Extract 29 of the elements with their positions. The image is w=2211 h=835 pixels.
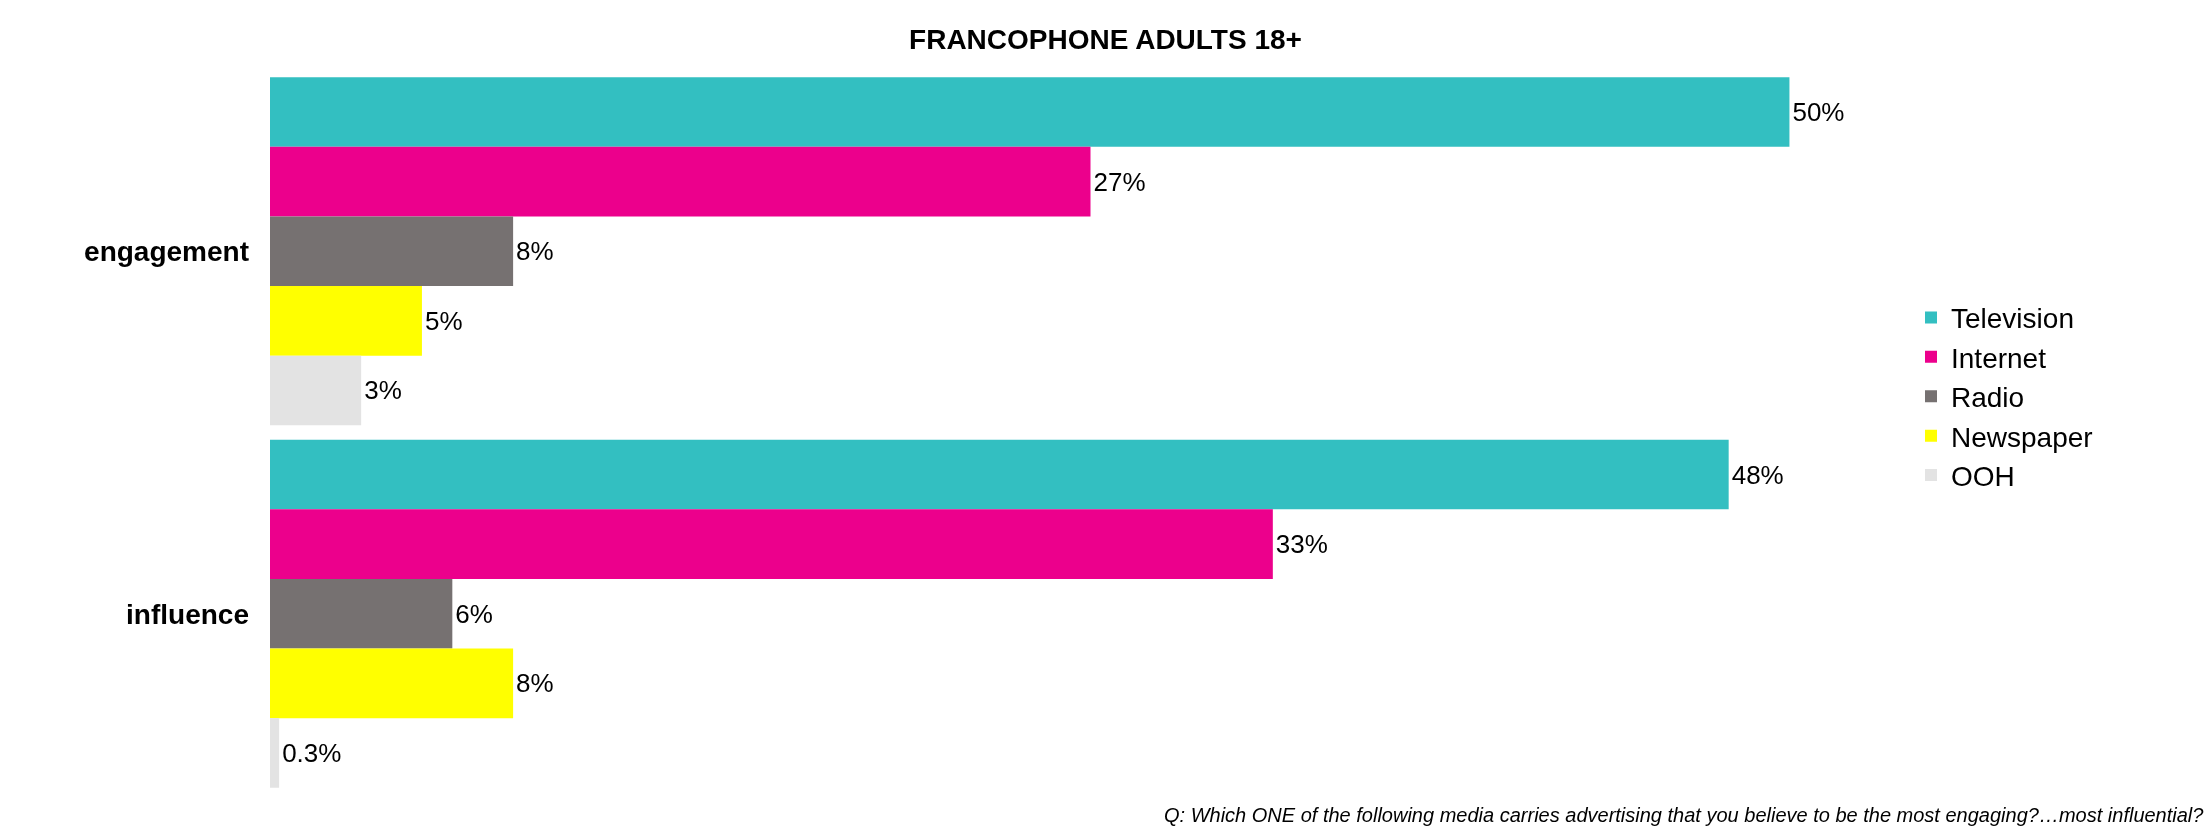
data-label: 5% [424,305,463,336]
bar [270,439,1729,510]
data-label: 3% [364,375,402,406]
data-label: 0.3% [282,737,342,768]
data-label: 48% [1731,459,1784,490]
bar [270,648,514,719]
bar [270,146,1091,217]
bar [270,286,422,356]
data-label: 33% [1275,529,1328,560]
legend-label: Television [1951,303,2074,335]
data-label: 8% [516,668,554,699]
legend-label: OOH [1951,460,2015,492]
bar [270,77,1790,147]
data-label: 27% [1093,166,1146,197]
data-label: 6% [455,598,493,629]
chart-title: FRANCOPHONE ADULTS 18+ [909,23,1302,55]
y-tick-label: engagement [84,236,249,268]
legend-label: Radio [1951,382,2025,414]
data-label: 8% [516,236,554,267]
bar [270,216,514,287]
legend-label: Internet [1951,342,2047,374]
bar [270,509,1273,579]
y-tick-label: influence [126,598,249,630]
bar [270,578,453,649]
bar [270,355,362,426]
bar [270,718,280,788]
legend-label: Newspaper [1951,421,2093,453]
data-label: 50% [1792,97,1845,128]
text: Q: Which ONE of the following media carries advertising that you believe to be the most engaging?…most influential? [1164,804,2205,826]
